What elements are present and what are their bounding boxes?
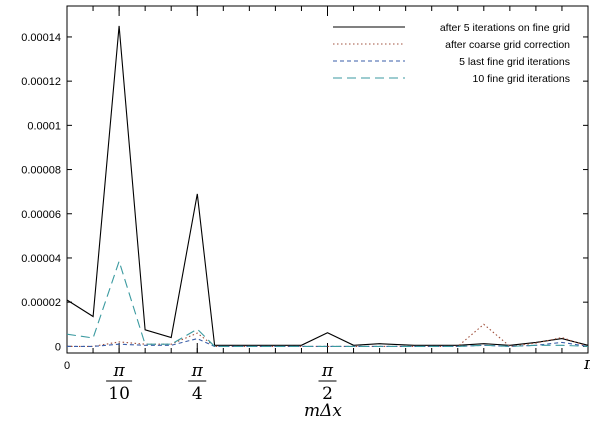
- x-tick-label-fraction: π4: [188, 361, 207, 404]
- y-tick-label: 0: [55, 341, 61, 353]
- series-line-2: [67, 323, 589, 347]
- y-tick-label: 0.00014: [21, 32, 61, 44]
- series-line-1: [66, 25, 589, 346]
- legend-entry: 5 last fine grid iterations: [459, 56, 570, 68]
- x-axis: 0π10π4π2π: [64, 6, 590, 404]
- legend-entry: 10 fine grid iterations: [473, 73, 570, 85]
- x-tick-label: 0: [64, 360, 70, 372]
- x-axis-label: mΔx: [304, 401, 342, 421]
- x-tick-denominator: 4: [192, 384, 203, 404]
- series-layer: [66, 25, 589, 347]
- x-tick-label-fraction: π2: [318, 361, 337, 404]
- x-tick-denominator: 2: [322, 384, 333, 404]
- y-axis: 0 0.00002 0.00004 0.00006 0.00008 0.0001 0.000…: [21, 32, 588, 353]
- x-tick-numerator: π: [191, 361, 204, 381]
- x-tick-label-fraction: π 10: [106, 361, 133, 404]
- y-tick-label: 0.00002: [21, 297, 61, 309]
- x-tick-label: π: [583, 354, 590, 374]
- x-tick-numerator: π: [113, 361, 126, 381]
- x-tick-denominator: 10: [108, 384, 130, 404]
- series-line-4: [66, 259, 589, 347]
- y-tick-label: 0.00008: [21, 165, 61, 177]
- legend: after 5 iterations on fine grid after coa…: [333, 22, 570, 85]
- legend-entry: after coarse grid correction: [445, 39, 570, 51]
- legend-entry: after 5 iterations on fine grid: [440, 22, 570, 34]
- y-tick-label: 0.00012: [21, 76, 61, 88]
- y-tick-label: 0.0001: [27, 120, 61, 132]
- y-tick-label: 0.00004: [21, 253, 61, 265]
- y-tick-label: 0.00006: [21, 209, 61, 221]
- series-line-3: [67, 338, 589, 347]
- x-tick-numerator: π: [321, 361, 334, 381]
